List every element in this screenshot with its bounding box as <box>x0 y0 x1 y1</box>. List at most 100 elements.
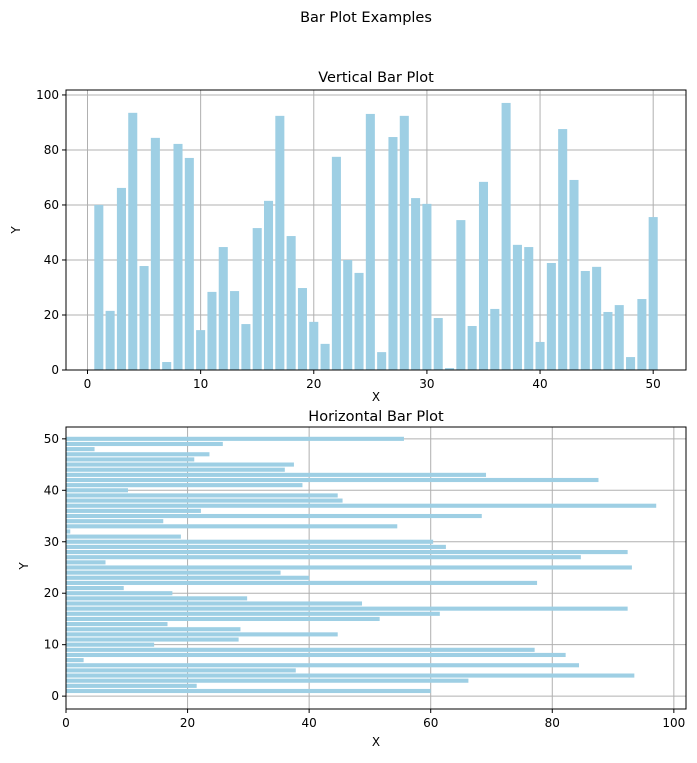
bar <box>66 586 124 591</box>
bar <box>162 362 172 370</box>
bar <box>445 368 455 370</box>
bar <box>66 575 310 580</box>
bar <box>66 570 281 575</box>
bar <box>422 203 432 370</box>
bar <box>66 519 164 524</box>
bar <box>66 683 197 688</box>
bar <box>66 560 106 565</box>
bar <box>66 622 168 627</box>
bar <box>263 200 274 370</box>
bar <box>66 503 657 508</box>
x-tick-label: 0 <box>62 716 70 730</box>
bar <box>433 318 443 370</box>
bar <box>66 580 538 585</box>
bar <box>66 642 155 647</box>
x-tick-label: 50 <box>646 377 661 391</box>
horizontal-plot-xlabel: X <box>372 735 380 749</box>
bar <box>478 181 489 370</box>
bar <box>626 357 636 370</box>
bar <box>66 616 380 622</box>
y-tick-label: 60 <box>44 198 59 212</box>
x-tick-label: 30 <box>419 377 434 391</box>
bar <box>467 325 477 370</box>
bar <box>614 305 624 370</box>
x-tick-label: 10 <box>193 377 208 391</box>
bar <box>286 236 296 370</box>
x-tick-label: 80 <box>545 716 560 730</box>
bar <box>66 436 404 441</box>
bar <box>184 157 194 370</box>
bar <box>128 112 138 371</box>
bar <box>139 266 149 370</box>
y-tick-label: 0 <box>51 363 59 377</box>
suptitle: Bar Plot Examples <box>300 10 432 26</box>
bar <box>592 266 602 370</box>
bar <box>603 311 613 370</box>
horizontal-plot-title: Horizontal Bar Plot <box>308 409 444 425</box>
bar <box>66 606 628 611</box>
x-tick-label: 40 <box>532 377 547 391</box>
bar <box>66 462 294 467</box>
bar <box>66 549 628 555</box>
y-tick-label: 100 <box>36 88 59 102</box>
bar <box>66 601 363 606</box>
bar <box>546 263 556 370</box>
bar <box>66 647 535 652</box>
bar <box>241 324 251 370</box>
bar <box>637 299 647 370</box>
bar <box>66 472 487 477</box>
bar <box>66 488 128 493</box>
bar <box>66 529 71 534</box>
bar <box>580 270 590 370</box>
bar <box>66 652 566 658</box>
bar <box>66 611 440 616</box>
bars <box>94 102 658 371</box>
vertical-bar-plot: Vertical Bar Plot X Y 0 10 20 30 40 50 0 20 40 60… <box>9 70 687 404</box>
y-tick-label: 20 <box>44 308 59 322</box>
x-tick-label: 20 <box>180 716 195 730</box>
bar <box>309 321 319 370</box>
y-tick-label: 50 <box>44 432 59 446</box>
bar <box>66 534 181 539</box>
bar <box>252 228 262 370</box>
x-tick-label: 20 <box>306 377 321 391</box>
bar <box>66 441 223 447</box>
vertical-plot-xlabel: X <box>372 390 380 404</box>
bar <box>66 658 84 663</box>
bar <box>66 483 303 488</box>
bar <box>535 341 545 370</box>
bar <box>558 129 568 370</box>
horizontal-bar-plot: Horizontal Bar Plot X Y 0 20 40 60 80 100 0 10 2… <box>17 409 687 749</box>
bar <box>320 343 330 370</box>
y-tick-label: 30 <box>44 535 59 549</box>
bar <box>512 244 522 370</box>
bar <box>196 330 206 370</box>
bar <box>524 247 534 370</box>
horizontal-plot-ylabel: Y <box>17 562 31 571</box>
bar <box>66 591 173 596</box>
bar <box>173 143 183 370</box>
bar <box>66 493 338 498</box>
bar <box>343 259 353 370</box>
bar <box>501 102 511 370</box>
bar <box>66 663 580 668</box>
bar <box>354 272 364 370</box>
bar <box>331 156 341 370</box>
bar <box>66 596 248 601</box>
bar <box>411 198 421 370</box>
bar <box>105 310 115 370</box>
y-tick-label: 40 <box>44 483 59 497</box>
bar <box>66 524 398 529</box>
bar <box>66 498 343 503</box>
bar <box>94 204 104 370</box>
bar <box>66 539 434 544</box>
bar <box>230 291 240 370</box>
bar <box>116 187 126 370</box>
axes-frame <box>65 426 687 710</box>
bar <box>399 115 409 370</box>
bar <box>207 291 217 370</box>
y-tick-label: 0 <box>51 689 59 703</box>
bar <box>66 457 195 462</box>
bar <box>388 137 398 370</box>
bar <box>66 688 431 694</box>
